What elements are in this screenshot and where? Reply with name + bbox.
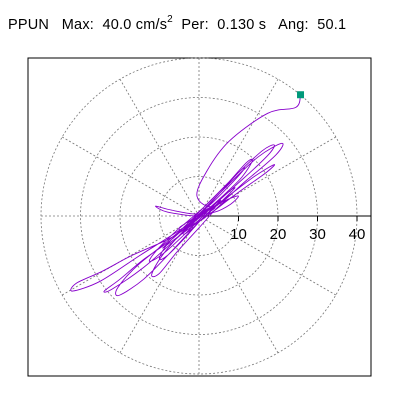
station-code: PPUN (8, 17, 50, 33)
max-value: 40.0 (102, 17, 132, 33)
max-label: Max: (61, 17, 95, 33)
radial-axis (199, 215, 371, 221)
period-label: Per: (181, 17, 209, 33)
radial-tick-label: 20 (270, 226, 287, 243)
plot-header: PPUN Max: 40.0 cm/s2 Per: 0.130 s Ang: 5… (8, 14, 347, 33)
angle-value: 50.1 (317, 17, 347, 33)
radial-tick-labels: 10 20 30 40 (230, 226, 365, 243)
peak-marker (297, 91, 305, 99)
radial-tick-label: 10 (230, 226, 247, 243)
angle-label: Ang: (278, 17, 309, 33)
motion-trace-line (70, 94, 301, 297)
max-unit-exponent: 2 (167, 14, 173, 25)
radial-tick-label: 30 (309, 226, 326, 243)
peak-marker-group (297, 91, 305, 99)
max-unit: cm/s (135, 17, 168, 33)
motion-trace (70, 94, 301, 297)
radial-tick-label: 40 (349, 226, 366, 243)
period-value: 0.130 s (217, 17, 267, 33)
